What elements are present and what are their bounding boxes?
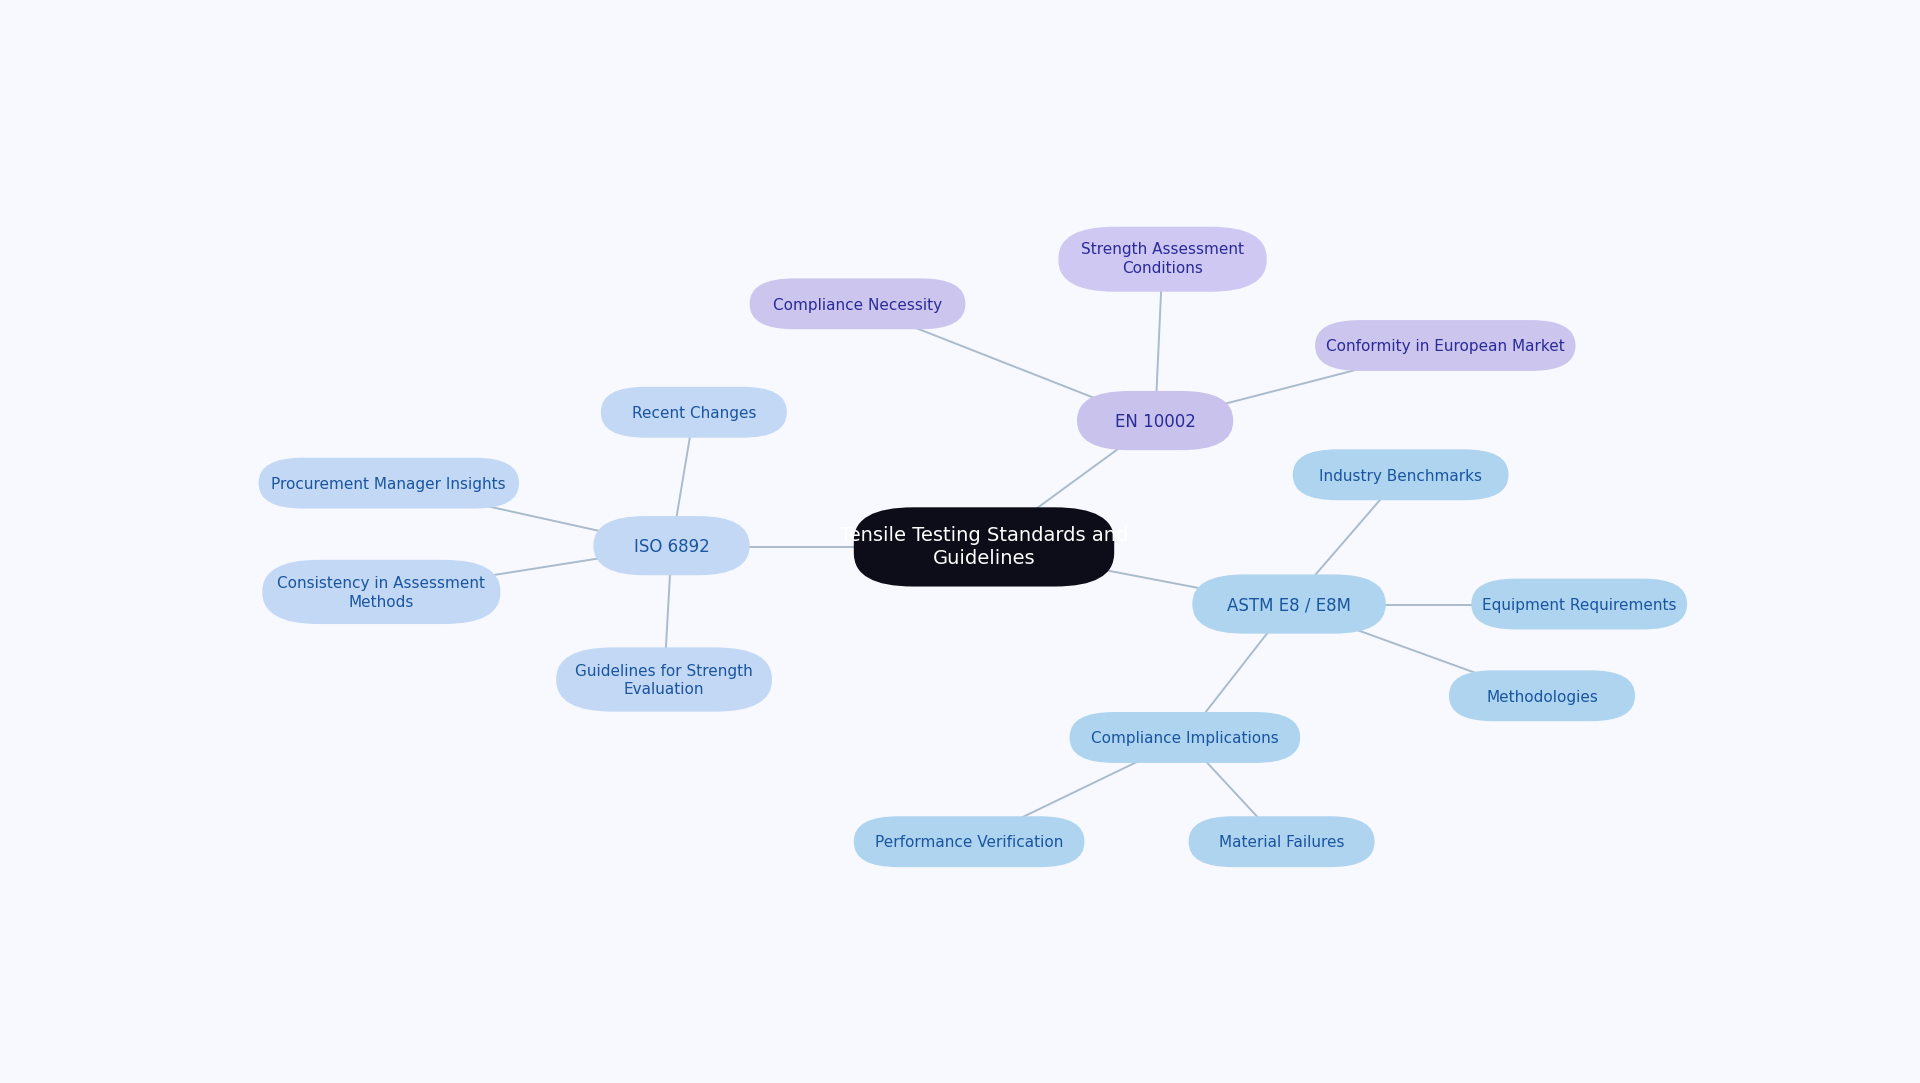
FancyBboxPatch shape — [749, 278, 966, 329]
FancyBboxPatch shape — [1058, 226, 1267, 291]
Text: ASTM E8 / E8M: ASTM E8 / E8M — [1227, 597, 1352, 614]
Text: Equipment Requirements: Equipment Requirements — [1482, 598, 1676, 613]
FancyBboxPatch shape — [601, 387, 787, 438]
FancyBboxPatch shape — [1471, 578, 1688, 629]
FancyBboxPatch shape — [1069, 712, 1300, 762]
FancyBboxPatch shape — [1315, 321, 1576, 371]
Text: Industry Benchmarks: Industry Benchmarks — [1319, 469, 1482, 483]
FancyBboxPatch shape — [854, 817, 1085, 867]
Text: Consistency in Assessment
Methods: Consistency in Assessment Methods — [276, 576, 486, 610]
Text: Guidelines for Strength
Evaluation: Guidelines for Strength Evaluation — [576, 664, 753, 697]
FancyBboxPatch shape — [1192, 574, 1386, 634]
FancyBboxPatch shape — [1077, 391, 1233, 451]
FancyBboxPatch shape — [854, 507, 1114, 587]
Text: Performance Verification: Performance Verification — [876, 835, 1064, 850]
Text: Procurement Manager Insights: Procurement Manager Insights — [271, 477, 507, 492]
Text: Conformity in European Market: Conformity in European Market — [1327, 339, 1565, 354]
FancyBboxPatch shape — [593, 517, 749, 575]
FancyBboxPatch shape — [263, 560, 501, 624]
Text: ISO 6892: ISO 6892 — [634, 538, 708, 556]
FancyBboxPatch shape — [1450, 670, 1636, 721]
Text: Strength Assessment
Conditions: Strength Assessment Conditions — [1081, 243, 1244, 276]
FancyBboxPatch shape — [557, 648, 772, 712]
FancyBboxPatch shape — [259, 458, 518, 509]
Text: Compliance Necessity: Compliance Necessity — [774, 298, 943, 313]
Text: Material Failures: Material Failures — [1219, 835, 1344, 850]
FancyBboxPatch shape — [1292, 449, 1509, 500]
Text: Recent Changes: Recent Changes — [632, 406, 756, 421]
Text: Compliance Implications: Compliance Implications — [1091, 731, 1279, 746]
Text: EN 10002: EN 10002 — [1116, 413, 1196, 431]
Text: Tensile Testing Standards and
Guidelines: Tensile Testing Standards and Guidelines — [839, 525, 1129, 569]
FancyBboxPatch shape — [1188, 817, 1375, 867]
Text: Methodologies: Methodologies — [1486, 690, 1597, 705]
